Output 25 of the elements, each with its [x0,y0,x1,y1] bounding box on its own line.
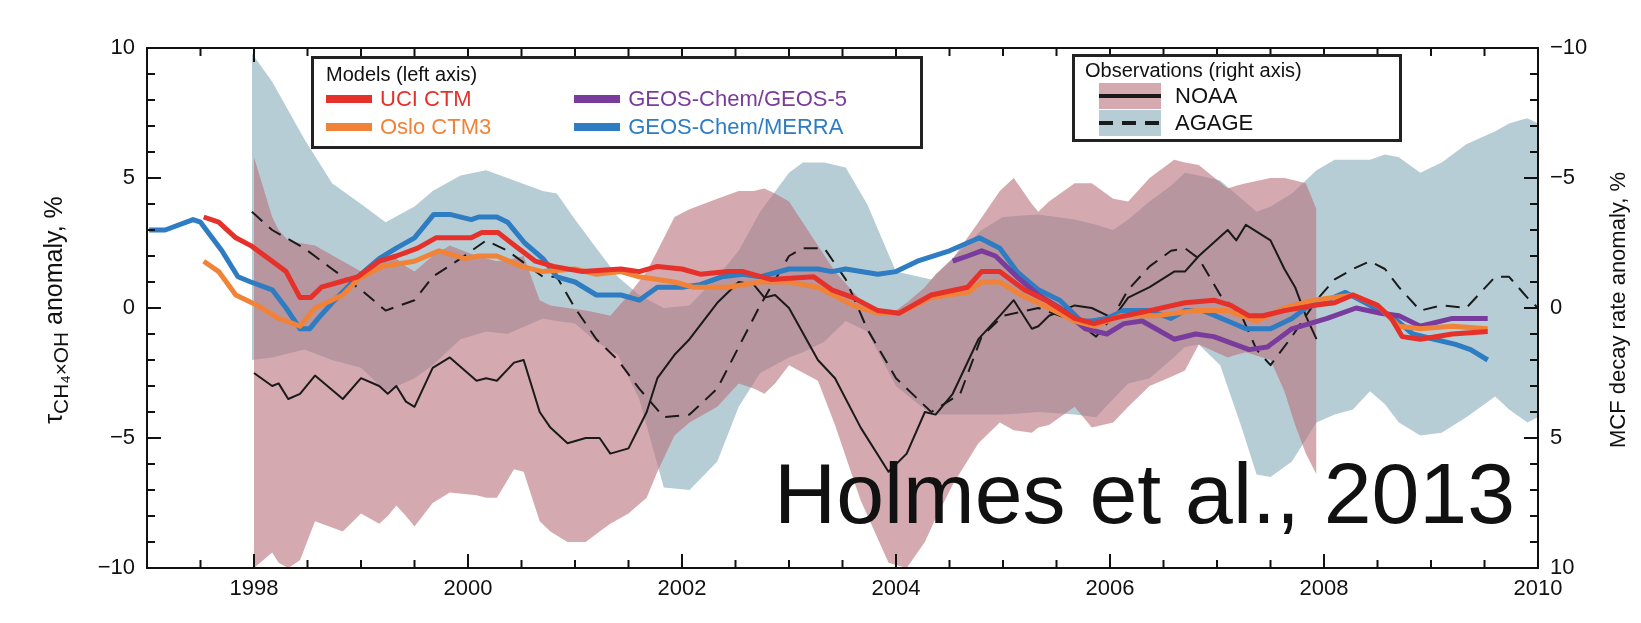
x-tick-label: 1998 [229,575,279,601]
x-tick-label: 2002 [657,575,707,601]
annotation: Observations (right axis) [1085,59,1303,82]
x-tick-label: 2004 [871,575,921,601]
legend-title: Models (left axis) [326,63,479,86]
y2-tick-label: 0 [1550,294,1563,320]
y-tick-label: −5 [109,424,135,450]
y-tick-label: 0 [122,294,135,320]
legend-label: NOAA [1174,83,1239,109]
y2-tick-label: 5 [1550,424,1563,450]
y-tick-label: 5 [122,164,135,190]
legend-label: GEOS-Chem/MERRA [627,114,845,140]
x-tick-label: 2000 [443,575,493,601]
legend-label: UCI CTM [379,86,473,112]
legend-label: Oslo CTM3 [379,114,493,140]
x-tick-label: 2006 [1085,575,1135,601]
y2-tick-label: −10 [1550,34,1588,60]
y2-tick-label: −5 [1550,164,1576,190]
y-tick-label: −10 [97,554,135,580]
annotation: Holmes et al., 2013 [774,445,1515,541]
y-tick-label: 10 [110,34,135,60]
x-tick-label: 2008 [1299,575,1349,601]
legend-label: GEOS-Chem/GEOS-5 [627,86,849,112]
legend-label: AGAGE [1174,110,1255,136]
y2-axis-title: MCF decay rate anomaly, % [1605,172,1631,448]
